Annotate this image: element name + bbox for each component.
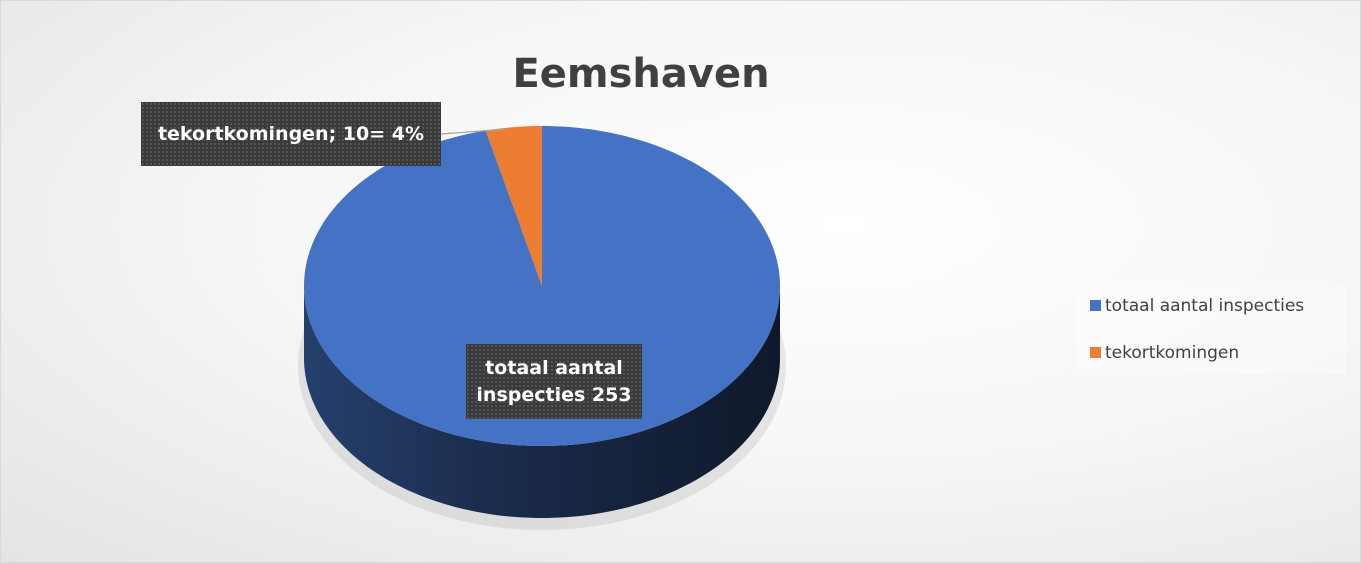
legend-label: tekortkomingen	[1105, 343, 1240, 363]
slice-top	[485, 126, 542, 286]
slice	[304, 126, 780, 518]
chart-title: Eemshaven	[512, 51, 769, 97]
legend-item: totaal aantal inspecties	[1090, 296, 1304, 316]
slice	[485, 126, 542, 286]
legend-swatch	[1090, 300, 1101, 311]
legend-swatch	[1090, 347, 1101, 358]
legend: totaal aantal inspecties tekortkomingen	[1076, 286, 1346, 374]
legend-item: tekortkomingen	[1090, 343, 1239, 363]
slice-side	[304, 286, 780, 518]
leader-line	[440, 128, 506, 135]
slice-top	[304, 126, 780, 446]
data-label: totaal aantal inspecties 253	[466, 344, 642, 419]
legend-label: totaal aantal inspecties	[1105, 296, 1305, 316]
data-label: tekortkomingen; 10= 4%	[141, 102, 441, 166]
